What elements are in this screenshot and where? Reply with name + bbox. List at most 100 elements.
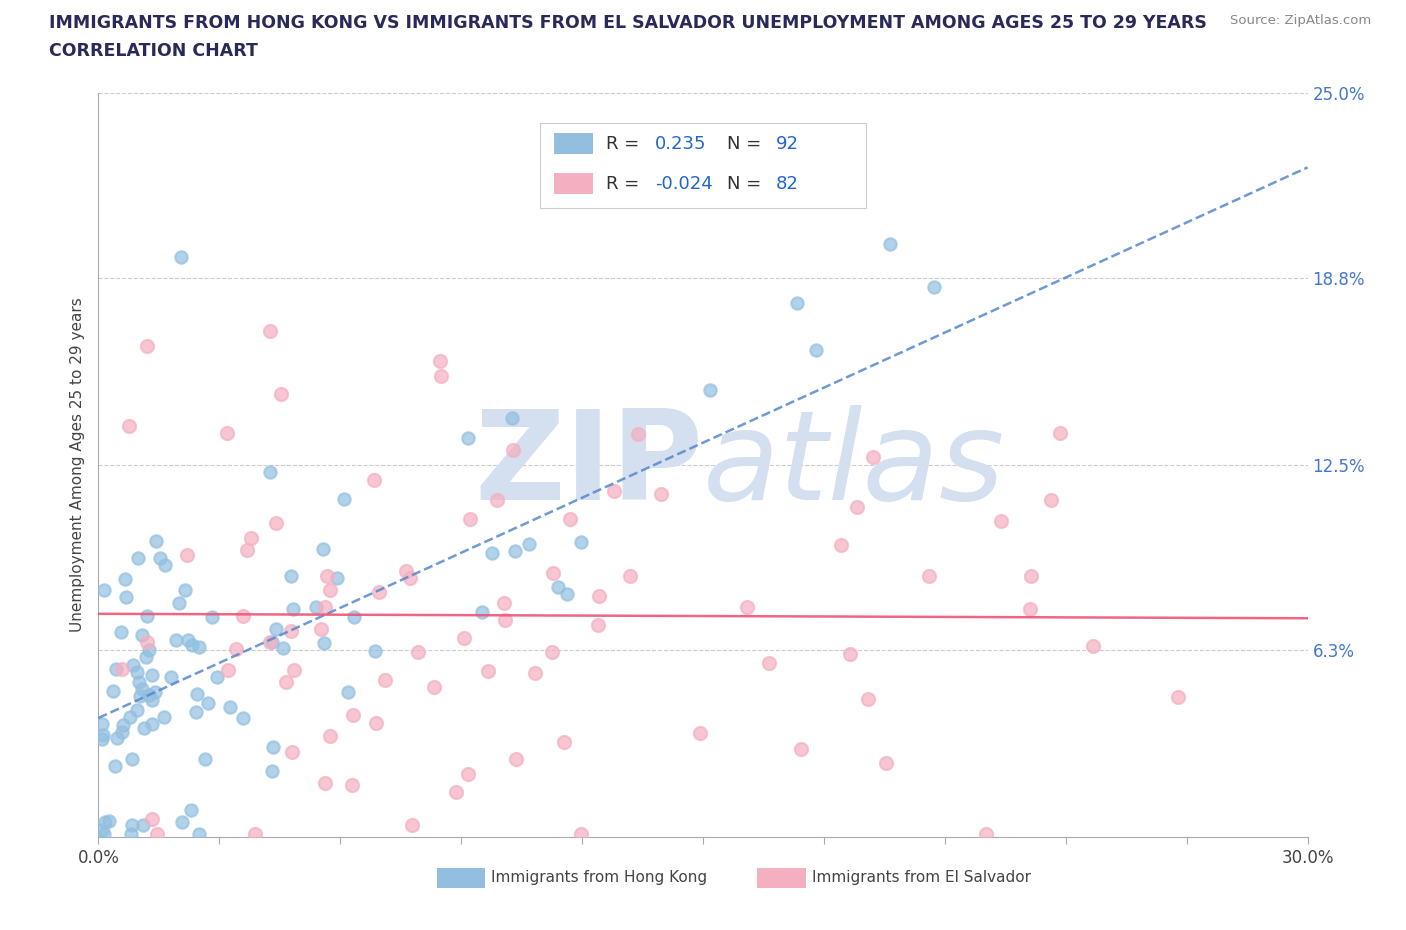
Point — [232, 711, 254, 725]
Point — [806, 343, 828, 358]
Point — [280, 624, 302, 639]
Point — [104, 758, 127, 773]
Point — [177, 632, 200, 647]
Point — [342, 708, 364, 723]
Point — [343, 610, 366, 625]
Point — [127, 703, 149, 718]
Point — [547, 579, 569, 594]
Point — [401, 818, 423, 833]
Point — [167, 596, 190, 611]
Point — [225, 642, 247, 657]
Point — [152, 710, 174, 724]
Point — [114, 572, 136, 587]
Point — [180, 803, 202, 817]
Point — [112, 717, 135, 732]
Point — [264, 622, 287, 637]
Point — [240, 530, 263, 545]
Point — [136, 608, 159, 623]
Bar — [758, 869, 806, 887]
Point — [1049, 426, 1071, 441]
Point — [446, 784, 468, 799]
Point — [364, 644, 387, 658]
Text: IMMIGRANTS FROM HONG KONG VS IMMIGRANTS FROM EL SALVADOR UNEMPLOYMENT AMONG AGES: IMMIGRANTS FROM HONG KONG VS IMMIGRANTS … — [49, 14, 1208, 32]
Point — [429, 353, 451, 368]
Point — [735, 599, 758, 614]
Point — [374, 672, 396, 687]
Point — [830, 538, 852, 552]
Point — [111, 724, 134, 739]
Point — [314, 635, 336, 650]
Point — [264, 516, 287, 531]
Point — [153, 557, 176, 572]
Point — [114, 590, 136, 604]
Point — [107, 731, 129, 746]
Point — [93, 727, 115, 742]
Point — [558, 512, 581, 526]
Point — [569, 535, 592, 550]
Bar — [554, 133, 593, 154]
Point — [305, 600, 328, 615]
Point — [118, 418, 141, 433]
Point — [553, 735, 575, 750]
Point — [141, 812, 163, 827]
Point — [131, 682, 153, 697]
Point — [846, 499, 869, 514]
Point — [758, 656, 780, 671]
Point — [481, 546, 503, 561]
Point — [262, 739, 284, 754]
Point — [134, 721, 156, 736]
Point — [127, 551, 149, 565]
Point — [104, 661, 127, 676]
Point — [131, 628, 153, 643]
Point — [122, 658, 145, 672]
Point — [180, 638, 202, 653]
Point — [97, 814, 120, 829]
Point — [333, 492, 356, 507]
Y-axis label: Unemployment Among Ages 25 to 29 years: Unemployment Among Ages 25 to 29 years — [70, 298, 86, 632]
Point — [790, 742, 813, 757]
Point — [111, 661, 134, 676]
Point — [280, 568, 302, 583]
Text: CORRELATION CHART: CORRELATION CHART — [49, 42, 259, 60]
Point — [121, 751, 143, 766]
Point — [118, 710, 141, 724]
Text: ZIP: ZIP — [474, 405, 703, 525]
Point — [259, 634, 281, 649]
Point — [1019, 568, 1042, 583]
Point — [398, 571, 420, 586]
Point — [188, 827, 211, 842]
Point — [875, 755, 897, 770]
Point — [281, 745, 304, 760]
Text: -0.024: -0.024 — [655, 175, 713, 193]
Point — [485, 493, 508, 508]
Point — [281, 602, 304, 617]
Point — [319, 583, 342, 598]
Point — [689, 725, 711, 740]
Point — [188, 640, 211, 655]
Point — [259, 465, 281, 480]
Point — [699, 382, 721, 397]
Point — [201, 610, 224, 625]
Point — [408, 645, 430, 660]
Point — [138, 643, 160, 658]
Text: N =: N = — [727, 135, 768, 153]
Point — [135, 634, 157, 649]
Point — [146, 827, 169, 842]
Point — [1167, 689, 1189, 704]
Point — [283, 663, 305, 678]
Point — [505, 751, 527, 766]
Text: 92: 92 — [776, 135, 799, 153]
Text: N =: N = — [727, 175, 768, 193]
Point — [650, 486, 672, 501]
Point — [176, 548, 198, 563]
Point — [541, 565, 564, 580]
Point — [141, 668, 163, 683]
Point — [93, 582, 115, 597]
Text: Source: ZipAtlas.com: Source: ZipAtlas.com — [1230, 14, 1371, 27]
Point — [138, 687, 160, 702]
Point — [453, 631, 475, 645]
Point — [922, 280, 945, 295]
Point — [186, 686, 208, 701]
Point — [135, 339, 157, 353]
Point — [1019, 602, 1042, 617]
